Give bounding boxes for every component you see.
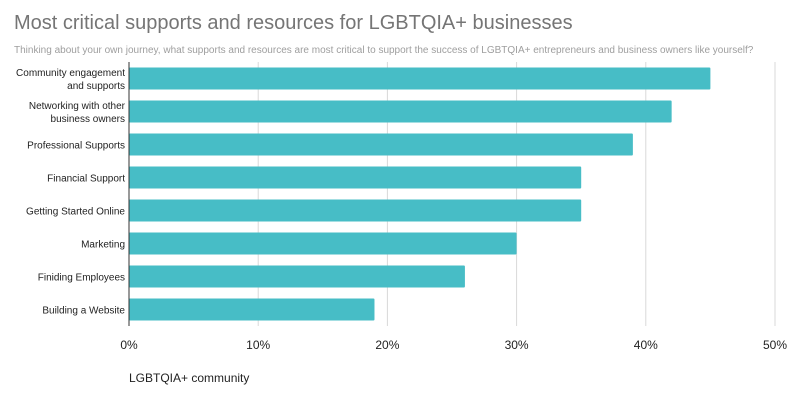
bar xyxy=(129,232,517,255)
bar xyxy=(129,298,375,321)
bar xyxy=(129,133,633,156)
x-tick-label: 10% xyxy=(246,338,270,352)
y-category-label: Marketing xyxy=(81,240,125,251)
y-category-label: Getting Started Online xyxy=(26,207,125,218)
y-category-label: Community engagement xyxy=(16,68,125,79)
bar xyxy=(129,67,711,90)
x-tick-label: 20% xyxy=(375,338,399,352)
y-category-label: Building a Website xyxy=(42,306,125,317)
x-tick-label: 0% xyxy=(120,338,138,352)
y-category-label: Finiding Employees xyxy=(38,273,125,284)
bar xyxy=(129,166,582,189)
y-category-label: business owners xyxy=(51,114,125,125)
x-tick-label: 40% xyxy=(634,338,658,352)
y-category-label: Financial Support xyxy=(47,174,125,185)
x-tick-label: 50% xyxy=(763,338,787,352)
bar xyxy=(129,265,465,288)
y-category-label: and supports xyxy=(67,81,125,92)
chart-subtitle: Thinking about your own journey, what su… xyxy=(14,45,754,56)
bar xyxy=(129,199,582,222)
x-tick-label: 30% xyxy=(505,338,529,352)
chart-title: Most critical supports and resources for… xyxy=(14,12,573,34)
legend-entry: LGBTQIA+ community xyxy=(129,371,250,385)
bar xyxy=(129,100,672,123)
y-category-label: Professional Supports xyxy=(27,141,125,152)
y-category-label: Networking with other xyxy=(29,101,126,112)
